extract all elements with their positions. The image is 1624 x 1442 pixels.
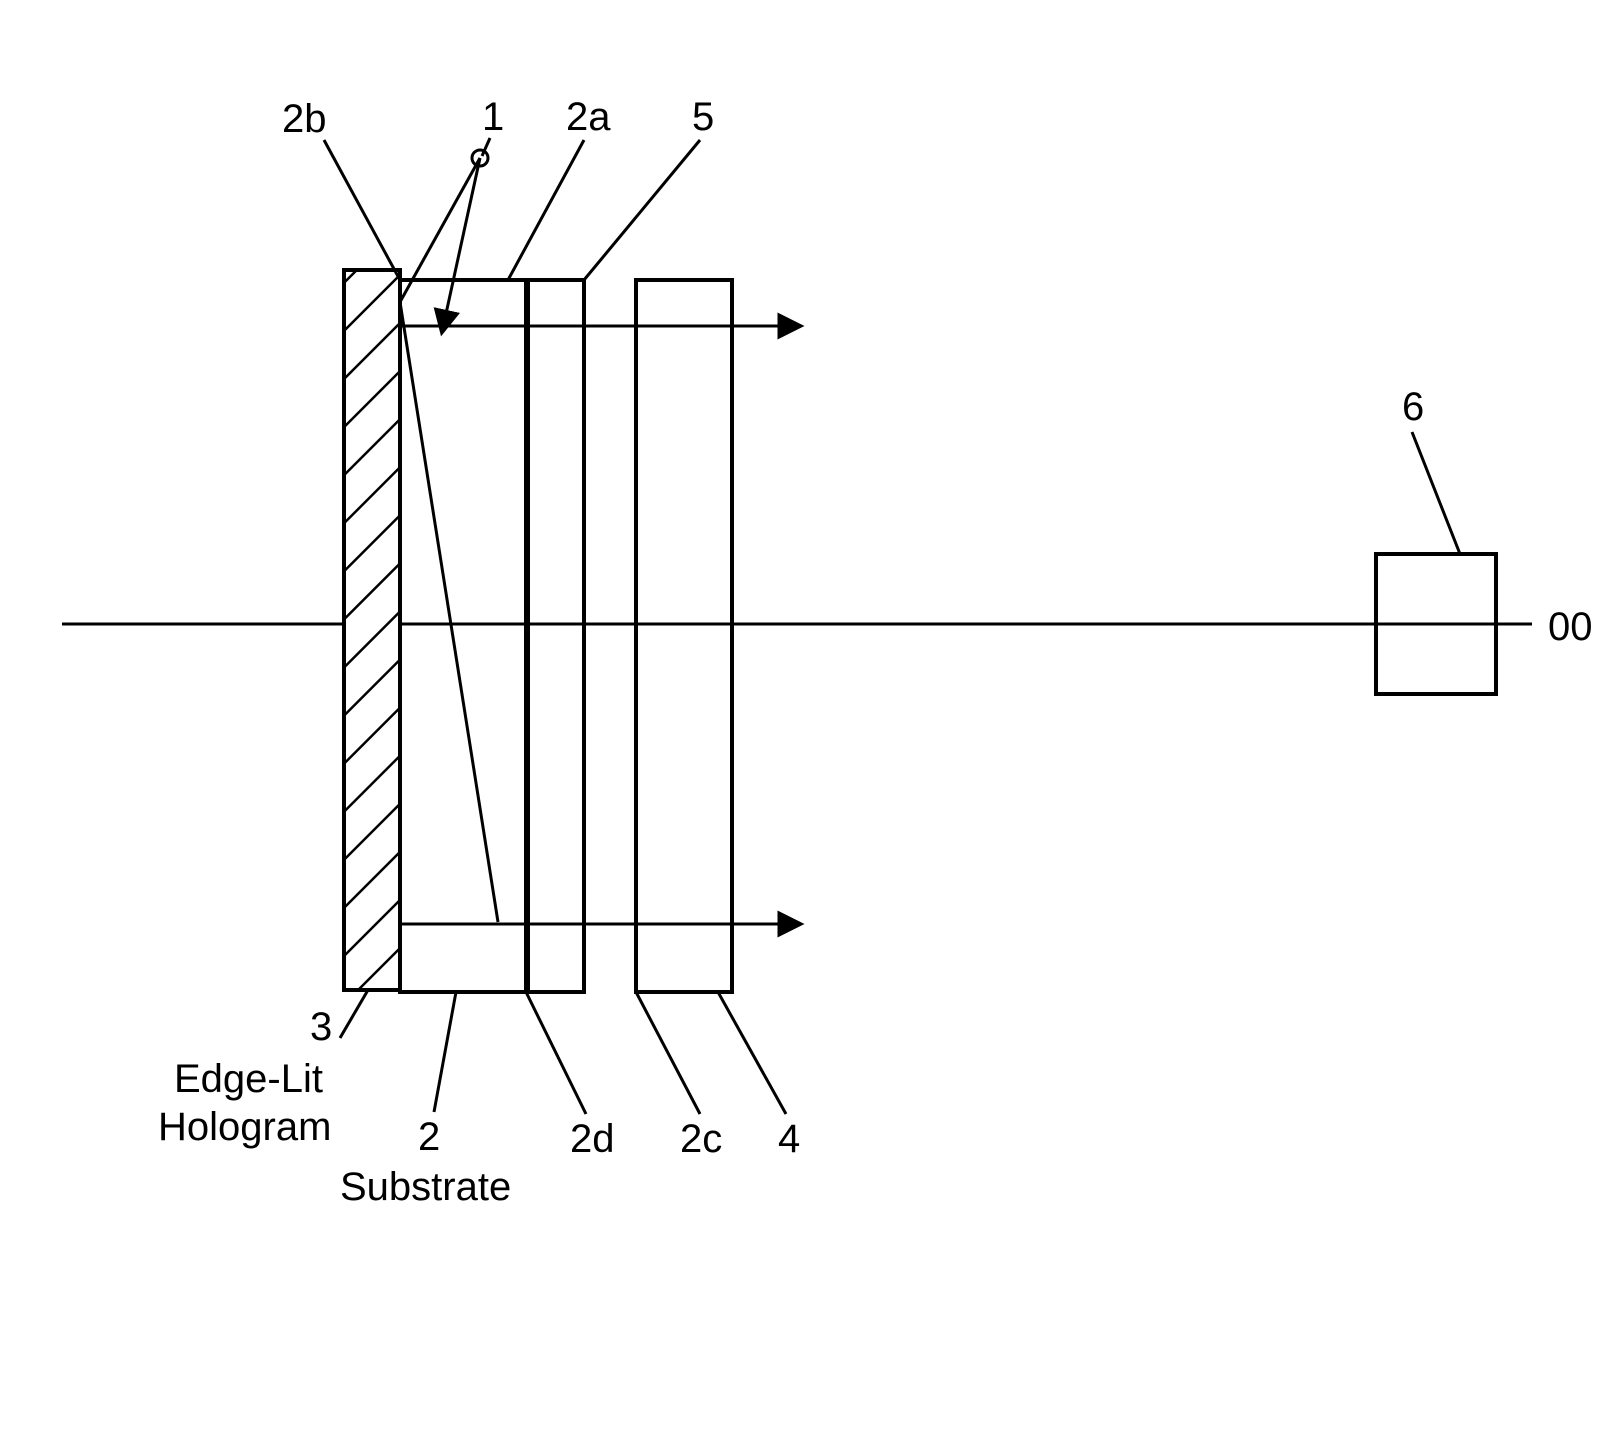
label-edge-lit: Edge-Lit [174, 1057, 323, 1101]
leader-2c [636, 992, 700, 1114]
leader-5 [584, 140, 700, 280]
edge-lit-hologram [344, 270, 400, 990]
label-2a: 2a [566, 95, 611, 139]
label-substrate: Substrate [340, 1165, 511, 1209]
label-00: 00 [1548, 605, 1593, 649]
substrate [400, 280, 526, 992]
label-2d: 2d [570, 1117, 615, 1161]
leader-4 [718, 992, 786, 1114]
leader-2b [324, 140, 400, 280]
label-2: 2 [418, 1115, 440, 1159]
leader-6 [1412, 432, 1460, 554]
label-hologram: Hologram [158, 1105, 331, 1149]
plate-4 [636, 280, 732, 992]
leader-2 [434, 992, 456, 1112]
label-3: 3 [310, 1005, 332, 1049]
label-6: 6 [1402, 385, 1424, 429]
ray-source-down [442, 158, 480, 332]
label-2b: 2b [282, 97, 327, 141]
label-1: 1 [482, 95, 504, 139]
leader-3 [340, 990, 368, 1038]
leader-2a [508, 140, 584, 280]
leader-2d [526, 992, 586, 1114]
ray-inside-substrate [400, 302, 498, 922]
lcd-layer-5 [528, 280, 584, 992]
label-4: 4 [778, 1117, 800, 1161]
label-5: 5 [692, 95, 714, 139]
label-2c: 2c [680, 1117, 722, 1161]
